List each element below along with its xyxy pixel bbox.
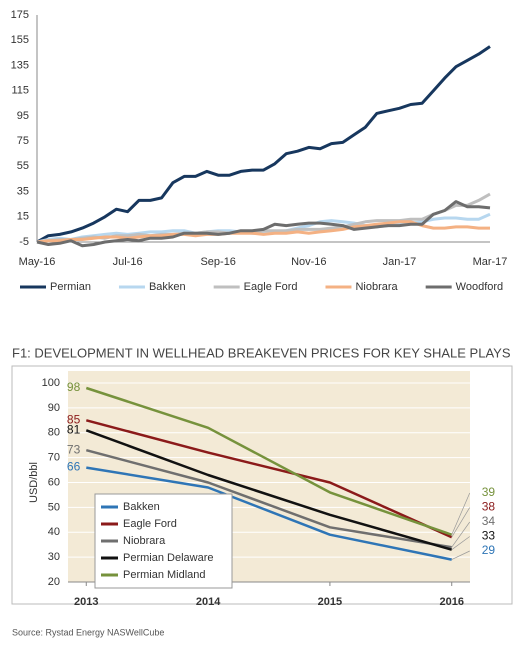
series-line bbox=[85, 429, 453, 551]
y-tick-label: 175 bbox=[11, 9, 29, 21]
x-tick-label: Mar-17 bbox=[473, 256, 508, 268]
series-line bbox=[36, 45, 491, 244]
y-tick-label: 135 bbox=[11, 59, 29, 71]
y-tick-label: 100 bbox=[42, 377, 60, 389]
data-label: 81 bbox=[67, 422, 81, 436]
data-label: 85 bbox=[67, 412, 81, 426]
x-tick-label: 2016 bbox=[439, 596, 463, 608]
y-tick-label: 30 bbox=[48, 551, 60, 563]
data-label: 33 bbox=[482, 529, 496, 543]
x-tick-label: 2015 bbox=[318, 596, 342, 608]
y-tick-label: 35 bbox=[17, 185, 29, 197]
y-tick-label: 50 bbox=[48, 501, 60, 513]
x-tick-label: Jan-17 bbox=[383, 256, 417, 268]
legend-label: Bakken bbox=[149, 281, 186, 293]
y-tick-label: 80 bbox=[48, 427, 60, 439]
source-note: Source: Rystad Energy NASWellCube bbox=[12, 627, 164, 637]
legend-box bbox=[94, 493, 233, 589]
x-tick-label: Sep-16 bbox=[200, 256, 235, 268]
y-tick-label: 40 bbox=[48, 526, 60, 538]
data-label: 29 bbox=[482, 543, 496, 557]
legend-label: Niobrara bbox=[123, 535, 166, 547]
series-line bbox=[36, 200, 491, 248]
series-line bbox=[85, 419, 453, 539]
y-tick-label: 115 bbox=[11, 85, 29, 97]
data-label: 38 bbox=[482, 500, 496, 514]
series-line bbox=[85, 448, 452, 549]
y-tick-label: 15 bbox=[17, 211, 29, 223]
y-tick-label: 155 bbox=[11, 34, 29, 46]
x-tick-label: Jul-16 bbox=[113, 256, 143, 268]
leader-line bbox=[451, 550, 470, 560]
leader-line bbox=[451, 521, 471, 548]
y-tick-label: 55 bbox=[17, 160, 29, 172]
y-tick-label: -5 bbox=[19, 236, 29, 248]
y-tick-label: 60 bbox=[48, 476, 60, 488]
legend-label: Eagle Ford bbox=[244, 281, 298, 293]
series-line bbox=[85, 386, 453, 536]
x-tick-label: Nov-16 bbox=[291, 256, 326, 268]
data-label: 98 bbox=[67, 380, 81, 394]
legend-label: Permian Delaware bbox=[123, 552, 213, 564]
y-tick-label: 95 bbox=[17, 110, 29, 122]
y-tick-label: 70 bbox=[48, 452, 60, 464]
legend-label: Permian Midland bbox=[123, 569, 206, 581]
legend-label: Niobrara bbox=[355, 281, 398, 293]
legend-label: Bakken bbox=[123, 501, 160, 513]
leader-line bbox=[451, 507, 471, 538]
chart-frame bbox=[11, 365, 513, 605]
y-tick-label: 90 bbox=[48, 402, 60, 414]
x-tick-label: 2013 bbox=[74, 596, 98, 608]
data-label: 34 bbox=[482, 514, 496, 528]
data-label: 73 bbox=[67, 442, 81, 456]
series-line bbox=[86, 466, 452, 561]
legend-label: Woodford bbox=[456, 281, 504, 293]
data-label: 39 bbox=[482, 485, 496, 499]
y-tick-label: 20 bbox=[48, 576, 60, 588]
x-tick-label: 2014 bbox=[196, 596, 221, 608]
leader-line bbox=[451, 536, 470, 550]
x-tick-label: May-16 bbox=[19, 256, 56, 268]
legend-label: Permian bbox=[50, 281, 91, 293]
y-axis-label: USD/bbl bbox=[28, 462, 40, 503]
y-tick-label: 75 bbox=[17, 135, 29, 147]
data-label: 66 bbox=[67, 460, 81, 474]
chart-title: F1: DEVELOPMENT IN WELLHEAD BREAKEVEN PR… bbox=[12, 345, 511, 360]
legend-label: Eagle Ford bbox=[123, 518, 177, 530]
leader-line bbox=[451, 492, 471, 535]
